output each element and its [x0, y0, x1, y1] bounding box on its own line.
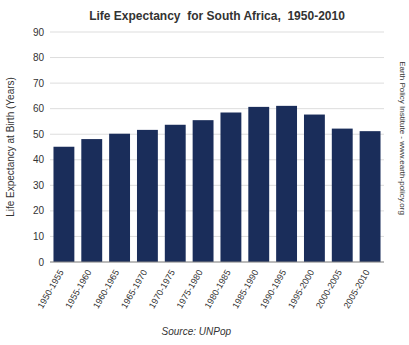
bar [137, 130, 158, 262]
y-tick-label: 50 [33, 129, 45, 140]
x-tick-label: 1980-1985 [202, 268, 232, 310]
x-tick-label: 1955-1960 [63, 268, 93, 310]
x-tick-label: 1950-1955 [35, 268, 65, 310]
source-note: Source: UNPop [162, 326, 232, 337]
grid-line [50, 262, 384, 263]
bar [165, 125, 186, 262]
y-tick-label: 30 [33, 180, 45, 191]
bar [248, 107, 269, 262]
bar [304, 115, 325, 262]
bar [332, 129, 353, 262]
x-axis-line [50, 262, 384, 263]
side-note: Earth Policy Institute - www.earth-polic… [398, 61, 407, 215]
x-tick-label: 1960-1965 [91, 268, 121, 310]
bar [109, 134, 130, 262]
x-tick-label: 2005-2010 [342, 268, 372, 310]
bar [276, 106, 297, 262]
title: Life Expectancy for South Africa, 1950-2… [89, 9, 345, 23]
x-tick-label: 1965-1970 [119, 268, 149, 310]
x-tick-label: 1995-2000 [286, 268, 316, 310]
x-tick-label: 1985-1990 [230, 268, 260, 310]
grid-line [50, 57, 384, 58]
y-tick-label: 60 [33, 103, 45, 114]
bar [193, 120, 214, 262]
grid-line [50, 83, 384, 84]
bar [81, 139, 102, 262]
bar [360, 131, 381, 262]
x-tick-label: 1970-1975 [147, 268, 177, 310]
y-axis-label: Life Expectancy at Birth (Years) [5, 77, 16, 217]
x-tick-label: 1975-1980 [175, 268, 205, 310]
bars [53, 106, 380, 262]
chart: 01020304050607080901950-19551955-1960196… [0, 0, 409, 345]
bar [220, 113, 241, 263]
y-tick-label: 70 [33, 78, 45, 89]
y-tick-label: 80 [33, 52, 45, 63]
bar [53, 147, 74, 262]
y-tick-label: 0 [38, 257, 44, 268]
grid-line [50, 108, 384, 109]
y-tick-label: 20 [33, 205, 45, 216]
x-axis: 1950-19551955-19601960-19651965-19701970… [35, 268, 371, 310]
x-tick-label: 1990-1995 [258, 268, 288, 310]
y-tick-label: 40 [33, 154, 45, 165]
x-tick-label: 2000-2005 [314, 268, 344, 310]
y-axis: 0 10 20 30 40 50 60 70 80 90 [33, 27, 45, 268]
y-tick-label: 10 [33, 231, 45, 242]
y-tick-label: 90 [33, 27, 45, 38]
grid [50, 32, 384, 262]
grid-line [50, 32, 384, 33]
